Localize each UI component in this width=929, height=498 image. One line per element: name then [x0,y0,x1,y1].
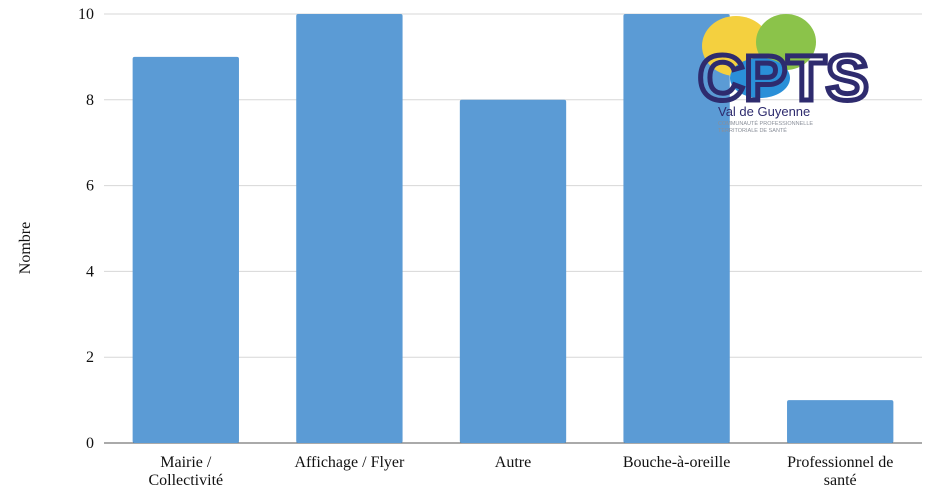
x-category-label: Affichage / Flyer [294,454,405,471]
x-category-label: Mairie / Collectivité [148,454,223,489]
bar [132,56,239,444]
bar [459,99,567,444]
x-category-label-line: Bouche-à-oreille [623,454,731,471]
y-axis-title: Nombre [17,222,34,274]
y-tick-label: 4 [86,263,94,280]
x-category-label-line: santé [824,472,857,489]
logo-subtitle-line1: COMMUNAUTÉ PROFESSIONNELLE [718,120,813,127]
y-tick-label: 0 [86,435,94,452]
bars [132,14,894,444]
y-tick-label: 6 [86,178,94,195]
bar [787,400,894,443]
y-tick-label: 10 [78,6,94,23]
x-category-label: Bouche-à-oreille [623,454,731,471]
x-category-label-line: Professionnel de [787,454,893,471]
y-tick-labels: 0 2 4 6 8 10 [78,6,94,452]
y-tick-label: 8 [86,92,94,109]
bar [296,14,403,443]
x-category-label-line: Autre [495,454,531,471]
cpts-logo: CPTS Val de Guyenne COMMUNAUTÉ PROFESSIO… [696,14,871,134]
x-category-label: Professionnel de santé [787,454,893,489]
x-category-label: Autre [495,454,531,471]
logo-town: Val de Guyenne [718,104,810,119]
y-tick-label: 2 [86,349,94,366]
logo-letters: CPTS [698,42,869,114]
x-category-label-line: Collectivité [148,472,223,489]
logo-subtitle-line2: TERRITORIALE DE SANTÉ [718,127,787,134]
x-category-label-line: Affichage / Flyer [294,454,405,471]
bar [623,14,730,443]
logo-green-blob [756,14,816,70]
logo-blue-blob [730,58,790,98]
x-category-labels: Mairie / Collectivité Affichage / Flyer Aut… [148,454,893,489]
x-category-label-line: Mairie / [160,454,212,471]
